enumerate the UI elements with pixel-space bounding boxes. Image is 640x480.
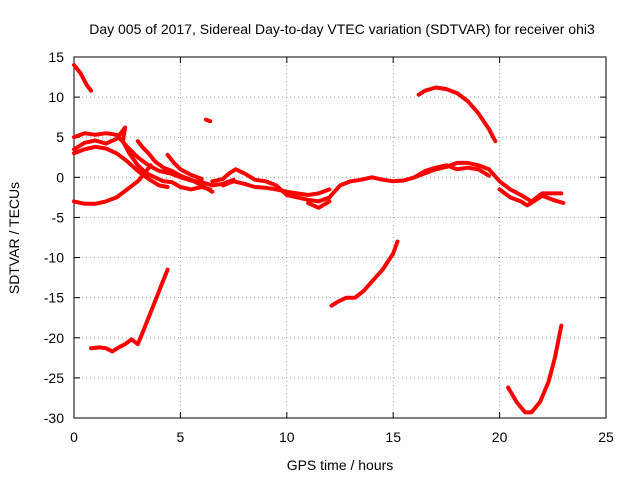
series-arc-10: [221, 179, 332, 197]
x-tick-label: 15: [385, 429, 401, 445]
y-tick-label: -25: [44, 370, 64, 386]
x-tick-label: 10: [279, 429, 295, 445]
y-tick-label: -15: [44, 290, 64, 306]
series-arc-2: [72, 125, 213, 192]
series-arc-11: [306, 199, 332, 210]
series-arc-7: [165, 152, 204, 181]
series-arc-13: [497, 187, 566, 208]
grid: [74, 57, 606, 418]
data-series: [72, 63, 566, 415]
series-arc-12: [412, 163, 491, 180]
y-tick-label: -30: [44, 410, 64, 426]
series-arc-14: [416, 85, 498, 144]
x-axis-label: GPS time / hours: [287, 457, 394, 473]
x-tick-label: 25: [598, 429, 614, 445]
y-tick-label: 10: [48, 89, 64, 105]
series-arc-3: [72, 131, 236, 188]
x-tick-label: 0: [70, 429, 78, 445]
x-tick-label: 20: [492, 429, 508, 445]
series-arc-15: [89, 267, 170, 354]
series-arc-1: [72, 63, 93, 93]
plot-frame: [73, 56, 607, 419]
series-arc-16: [329, 239, 400, 308]
x-tick-label: 5: [177, 429, 185, 445]
series-arc-4: [72, 144, 170, 189]
y-tick-label: -10: [44, 250, 64, 266]
y-tick-label: 5: [56, 129, 64, 145]
y-tick-label: -5: [52, 209, 65, 225]
axis-ticks: 0 5 10 15 20 25 -30 -25 -20 -15 -10 -5 0 5 10 15: [44, 49, 614, 445]
y-tick-label: -20: [44, 330, 64, 346]
y-tick-label: 15: [48, 49, 64, 65]
y-tick-label: 0: [56, 169, 64, 185]
series-arc-5: [72, 163, 153, 206]
series-arc-9: [210, 160, 564, 204]
series-arc-17: [506, 323, 564, 415]
chart-title: Day 005 of 2017, Sidereal Day-to-day VTE…: [89, 21, 595, 37]
series-arc-8: [203, 117, 213, 124]
series-arc-6: [135, 139, 215, 194]
y-axis-label: SDTVAR / TECUs: [6, 182, 22, 294]
